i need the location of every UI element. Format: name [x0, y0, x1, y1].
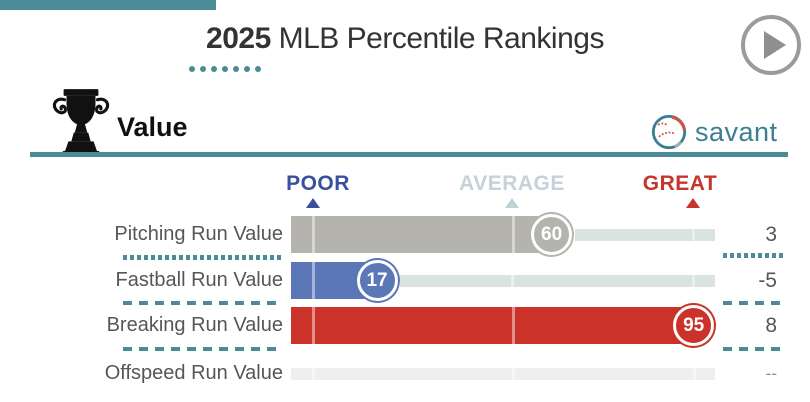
- percentile-bar: 60: [291, 214, 715, 255]
- row-label: Breaking Run Value: [106, 314, 283, 336]
- row-value: 3: [765, 223, 777, 246]
- bar-fill: [291, 307, 694, 344]
- dot: [189, 66, 195, 72]
- percentile-bar: 95: [291, 305, 715, 346]
- baseball-icon: [651, 114, 687, 150]
- bar-fill: [291, 216, 552, 253]
- row-separator: [123, 255, 281, 260]
- dot: [255, 66, 261, 72]
- scale-marker-line: [311, 367, 315, 380]
- scale-marker-line: [311, 216, 315, 253]
- title-underline-dots: [189, 66, 261, 72]
- percentile-badge: 17: [356, 260, 398, 301]
- row-separator: [123, 301, 281, 305]
- scale-label-great: GREAT: [642, 172, 718, 195]
- row-value: --: [765, 364, 777, 383]
- dot: [244, 66, 250, 72]
- play-icon: [764, 31, 786, 59]
- percentile-badge: 95: [673, 305, 715, 346]
- scale-marker-line: [511, 274, 515, 287]
- dot: [200, 66, 206, 72]
- scale-marker-line: [311, 262, 315, 299]
- section-title: Value: [117, 112, 188, 142]
- scale-marker-line: [511, 216, 515, 253]
- row-label: Pitching Run Value: [114, 223, 283, 245]
- scale-marker-line: [692, 228, 696, 241]
- top-accent-bar: [0, 0, 216, 10]
- dot: [222, 66, 228, 72]
- percentile-bar: [291, 355, 715, 392]
- title-year: 2025: [206, 22, 271, 55]
- average-triangle-icon: [505, 198, 519, 208]
- row-value: 8: [765, 314, 777, 337]
- row-separator: [723, 347, 784, 351]
- scale-label-average: AVERAGE: [459, 172, 565, 195]
- row-separator: [123, 347, 281, 351]
- percentile-bar: 17: [291, 260, 715, 301]
- table-row: Breaking Run Value 95 8: [0, 305, 810, 346]
- scale-marker-line: [511, 367, 515, 380]
- row-separator: [723, 253, 784, 258]
- trophy-icon: [52, 89, 110, 157]
- great-triangle-icon: [686, 198, 700, 208]
- percentile-badge: 60: [531, 214, 573, 255]
- table-row: Pitching Run Value 60 3: [0, 214, 810, 255]
- bar-track: [400, 274, 715, 287]
- empty-track: [291, 367, 715, 380]
- bar-track: [574, 228, 715, 241]
- row-value: -5: [758, 269, 777, 292]
- row-separator: [723, 301, 784, 305]
- scale-label-poor: POOR: [286, 172, 350, 195]
- scale-marker-line: [692, 367, 696, 380]
- dot: [211, 66, 217, 72]
- row-label: Fastball Run Value: [115, 269, 284, 291]
- section-divider: [30, 152, 788, 157]
- dot: [233, 66, 239, 72]
- scale-marker-line: [692, 274, 696, 287]
- table-row: Fastball Run Value 17 -5: [0, 260, 810, 301]
- brand-name: savant: [695, 116, 778, 147]
- page-title: 2025 MLB Percentile Rankings: [0, 22, 810, 56]
- play-button[interactable]: [741, 15, 801, 75]
- title-rest: MLB Percentile Rankings: [270, 22, 605, 55]
- table-row: Offspeed Run Value --: [0, 355, 810, 392]
- scale-marker-line: [511, 307, 515, 344]
- row-label: Offspeed Run Value: [104, 362, 283, 384]
- scale-marker-line: [311, 307, 315, 344]
- poor-triangle-icon: [306, 198, 320, 208]
- savant-logo: savant: [650, 113, 778, 151]
